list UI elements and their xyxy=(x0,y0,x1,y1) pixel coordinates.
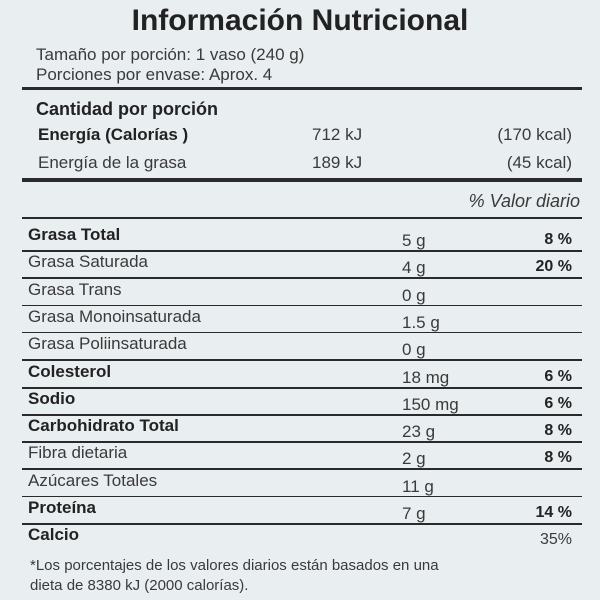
energy-kcal: (45 kcal) xyxy=(506,153,572,172)
nutrient-dv: 6 % xyxy=(544,367,572,385)
row-rule xyxy=(22,250,582,252)
rule xyxy=(22,217,582,219)
nutrient-amount: 2 g xyxy=(402,449,426,469)
nutrient-amount: 1.5 g xyxy=(402,312,440,332)
nutrient-amount: 150 mg xyxy=(402,394,459,414)
footnote: dieta de 8380 kJ (2000 calorías). xyxy=(30,577,249,594)
nutrient-amount: 4 g xyxy=(402,258,426,278)
nutrient-dv: 6 % xyxy=(544,394,572,412)
nutrient-name: Sodio xyxy=(28,388,76,408)
row-rule xyxy=(22,468,582,470)
row-rule xyxy=(22,413,582,416)
row-rule xyxy=(22,495,582,498)
row-rule xyxy=(22,523,582,525)
row-rule xyxy=(22,331,582,334)
energy-name: Energía de la grasa xyxy=(38,153,187,172)
nutrient-dv: 8 % xyxy=(544,422,572,440)
row-rule xyxy=(22,277,582,279)
title: Información Nutricional xyxy=(131,4,469,37)
serving-size: Tamaño por porción: 1 vaso (240 g) xyxy=(36,45,305,64)
energy-kj: 189 kJ xyxy=(312,153,363,172)
rule xyxy=(22,178,582,182)
nutrient-name: Grasa Monoinsaturada xyxy=(28,306,201,326)
nutrient-amount: 5 g xyxy=(402,231,426,250)
nutrient-name: Calcio xyxy=(28,525,80,545)
footnote: *Los porcentajes de los valores diarios … xyxy=(30,557,439,574)
nutrient-name: Grasa Saturada xyxy=(28,252,149,272)
nutrient-name: Fibra dietaria xyxy=(28,443,128,463)
nutrient-dv: 14 % xyxy=(535,504,572,521)
nutrient-amount: 0 g xyxy=(402,340,426,360)
nutrient-dv: 8 % xyxy=(544,449,572,467)
nutrient-amount: 11 g xyxy=(402,476,434,496)
nutrient-name: Azúcares Totales xyxy=(28,470,158,490)
nutrient-amount: 7 g xyxy=(402,504,426,523)
dv-header: % Valor diario xyxy=(468,191,580,211)
nutrient-name: Grasa Total xyxy=(28,225,121,244)
servings: Porciones por envase: Aprox. 4 xyxy=(36,65,273,84)
nutrient-dv: 20 % xyxy=(535,258,572,276)
row-rule xyxy=(22,304,582,307)
nutrient-name: Colesterol xyxy=(28,361,112,381)
row-rule xyxy=(22,441,582,444)
rule xyxy=(22,87,582,90)
energy-kcal: (170 kcal) xyxy=(497,125,572,144)
nutrient-name: Grasa Trans xyxy=(28,279,122,299)
nutrient-name: Carbohidrato Total xyxy=(28,416,179,436)
row-rule xyxy=(22,386,582,389)
energy-heading: Cantidad por porción xyxy=(36,99,218,119)
nutrient-amount: 18 mg xyxy=(402,367,450,387)
nutrient-name: Proteína xyxy=(28,498,97,517)
energy-name: Energía (Calorías ) xyxy=(38,125,189,144)
nutrient-amount: 0 g xyxy=(402,285,426,305)
nutrient-name: Grasa Poliinsaturada xyxy=(28,334,187,354)
energy-kj: 712 kJ xyxy=(312,125,363,144)
nutrient-dv: 8 % xyxy=(544,231,572,248)
row-rule xyxy=(22,359,582,361)
nutrient-dv: 35% xyxy=(539,531,572,549)
nutrient-amount: 23 g xyxy=(402,422,436,442)
